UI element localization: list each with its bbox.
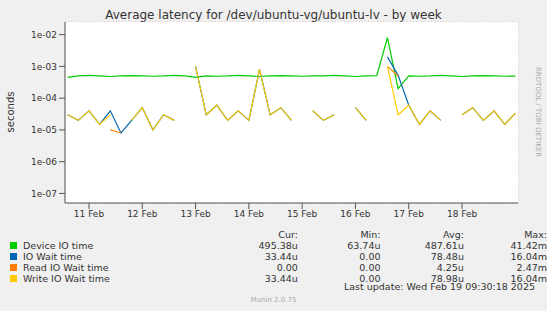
html-text:0.00: 0.00 (276, 262, 298, 273)
html-text:33.44u: 33.44u (264, 273, 298, 284)
html-text:Device IO time: Device IO time (23, 240, 94, 251)
svg-text:17 Feb: 17 Feb (394, 209, 425, 219)
svg-text:14 Feb: 14 Feb (234, 209, 265, 219)
html-text:Last update: Wed Feb 19 09:30:: Last update: Wed Feb 19 09:30:18 2025 (344, 281, 535, 292)
svg-text:12 Feb: 12 Feb (127, 209, 158, 219)
html-text:4.25u: 4.25u (436, 262, 464, 273)
html-text:63.74u: 63.74u (347, 240, 381, 251)
svg-text:1e-04: 1e-04 (31, 93, 57, 103)
svg-text:1e-05: 1e-05 (31, 125, 57, 135)
html-text:41.42m: 41.42m (510, 240, 547, 251)
html-text:Min:: Min: (360, 229, 381, 240)
html-text:Average latency for /dev/ubunt: Average latency for /dev/ubuntu-vg/ubunt… (105, 8, 442, 22)
html-text:2.47m: 2.47m (516, 262, 547, 273)
svg-text:1e-06: 1e-06 (31, 157, 57, 167)
svg-text:11 Feb: 11 Feb (74, 209, 105, 219)
html-text:Read IO Wait time: Read IO Wait time (23, 262, 109, 273)
html-text:0.00: 0.00 (359, 251, 381, 262)
svg-text:1e-02: 1e-02 (31, 30, 57, 40)
html-text:0.00: 0.00 (359, 262, 381, 273)
html-text:78.48u: 78.48u (430, 251, 464, 262)
html-text:78.98u: 78.98u (430, 273, 464, 284)
html-text:0.00: 0.00 (359, 273, 381, 284)
html-text:16.04m: 16.04m (510, 273, 547, 284)
svg-text:1e-07: 1e-07 (31, 189, 57, 199)
html-text:Cur:: Cur: (278, 229, 298, 240)
svg-text:16 Feb: 16 Feb (340, 209, 371, 219)
html-text:seconds: seconds (4, 91, 16, 133)
html-text:487.61u: 487.61u (424, 240, 464, 251)
html-text:33.44u: 33.44u (264, 251, 298, 262)
html-text:Avg:: Avg: (443, 229, 464, 240)
html-text:Munin 2.0.75: Munin 2.0.75 (250, 296, 297, 304)
svg-text:1e-03: 1e-03 (31, 62, 57, 72)
html-text:Max:: Max: (524, 229, 547, 240)
html-text:Write IO Wait time: Write IO Wait time (23, 273, 110, 284)
svg-text:15 Feb: 15 Feb (287, 209, 318, 219)
html-text:16.04m: 16.04m (510, 251, 547, 262)
html-text:RRDTOOL / TOBI OETIKER: RRDTOOL / TOBI OETIKER (534, 66, 542, 158)
svg-text:13 Feb: 13 Feb (180, 209, 211, 219)
html-text:IO Wait time: IO Wait time (23, 251, 82, 262)
html-text:495.38u: 495.38u (258, 240, 298, 251)
svg-text:18 Feb: 18 Feb (447, 209, 478, 219)
